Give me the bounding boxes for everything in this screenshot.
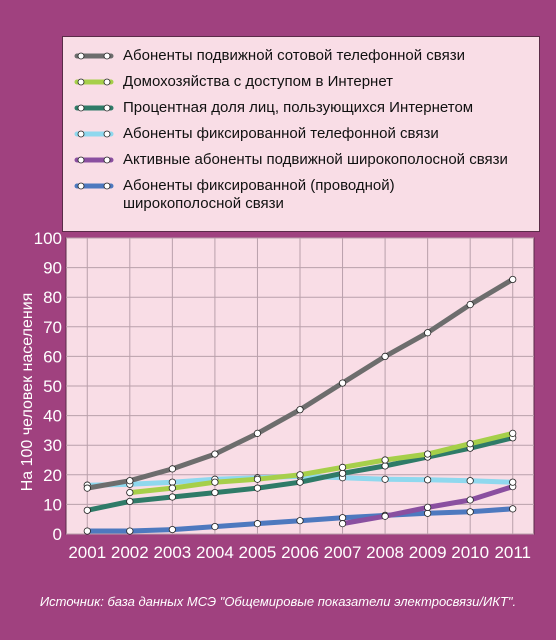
y-tick-label: 50 xyxy=(43,377,62,396)
data-point xyxy=(381,352,389,361)
data-point xyxy=(338,463,347,471)
data-point xyxy=(126,488,134,497)
y-tick-label: 80 xyxy=(43,288,62,307)
x-tick-label: 2004 xyxy=(196,543,234,562)
data-point xyxy=(296,517,304,525)
y-tick-label: 10 xyxy=(43,495,62,514)
series-line xyxy=(127,430,516,496)
y-tick-label: 0 xyxy=(53,525,62,544)
legend-swatch xyxy=(74,182,114,190)
data-point xyxy=(381,456,389,464)
data-point xyxy=(126,477,134,485)
y-tick-label: 100 xyxy=(34,232,62,248)
data-point xyxy=(424,509,432,517)
data-point xyxy=(466,440,474,448)
data-point xyxy=(168,484,176,492)
y-tick-label: 90 xyxy=(43,259,62,278)
data-point xyxy=(168,465,176,473)
data-point xyxy=(126,497,134,506)
data-point xyxy=(381,475,389,483)
legend-swatch xyxy=(74,52,114,60)
data-point xyxy=(381,512,389,520)
x-tick-label: 2011 xyxy=(494,543,531,562)
data-point xyxy=(211,450,219,458)
line-chart: 0 10 20 30 40 50 60 70 80 90 100 2001 2002 2003 2004 20… xyxy=(19,229,535,562)
x-tick-label: 2008 xyxy=(366,543,404,562)
data-point xyxy=(424,329,432,337)
data-point xyxy=(253,520,262,528)
data-point xyxy=(338,469,347,477)
data-point xyxy=(83,506,91,514)
data-point xyxy=(466,477,474,485)
data-point xyxy=(253,429,262,437)
data-point xyxy=(466,301,474,309)
data-point xyxy=(83,527,91,535)
legend-label: Процентная доля лиц, пользующихся Интерн… xyxy=(123,99,474,116)
data-point xyxy=(424,476,432,484)
legend-label: Абоненты фиксированной телефонной связи xyxy=(123,125,439,142)
y-axis-label: На 100 человек населения xyxy=(19,293,36,492)
legend-swatch xyxy=(74,130,114,138)
y-tick-label: 70 xyxy=(43,318,62,337)
data-point xyxy=(509,275,517,284)
data-point xyxy=(466,508,474,516)
data-point xyxy=(211,478,219,486)
data-point xyxy=(509,429,517,437)
data-point xyxy=(296,406,304,414)
data-point xyxy=(338,520,347,528)
data-point xyxy=(296,478,304,486)
legend-label: Абоненты подвижной сотовой телефонной св… xyxy=(123,47,465,64)
x-tick-label: 2009 xyxy=(409,543,447,562)
x-tick-label: 2007 xyxy=(324,543,362,562)
data-point xyxy=(466,496,474,504)
y-tick-label: 20 xyxy=(43,466,62,485)
legend-swatch xyxy=(74,156,114,164)
data-point xyxy=(253,484,262,492)
data-point xyxy=(168,525,176,534)
data-point xyxy=(338,379,347,387)
data-point xyxy=(83,484,91,492)
x-tick-label: 2002 xyxy=(111,543,149,562)
y-tick-label: 60 xyxy=(43,347,62,366)
plot-area: 0 10 20 30 40 50 60 70 80 90 100 2001 2002 2003 2004 20… xyxy=(0,229,556,572)
x-tick-label: 2005 xyxy=(239,543,277,562)
data-point xyxy=(126,527,134,535)
data-point xyxy=(296,471,304,479)
data-point xyxy=(168,493,176,501)
y-tick-label: 40 xyxy=(43,407,62,426)
legend-label: Домохозяйства с доступом в Интернет xyxy=(123,73,394,90)
data-point xyxy=(424,450,432,458)
legend: Абоненты подвижной сотовой телефонной св… xyxy=(62,36,540,232)
x-tick-label: 2003 xyxy=(153,543,191,562)
x-tick-label: 2010 xyxy=(451,543,489,562)
data-point xyxy=(424,503,432,511)
data-point xyxy=(509,478,517,486)
data-point xyxy=(509,505,517,513)
y-tick-label: 30 xyxy=(43,436,62,455)
legend-swatch xyxy=(74,78,114,86)
data-point xyxy=(211,488,219,497)
source-note: Источник: база данных МСЭ "Общемировые п… xyxy=(39,594,517,609)
data-point xyxy=(168,478,176,486)
x-tick-label: 2006 xyxy=(281,543,319,562)
x-tick-label: 2001 xyxy=(68,543,106,562)
data-point xyxy=(338,514,347,522)
data-point xyxy=(381,462,389,470)
legend-swatch xyxy=(74,104,114,112)
data-point xyxy=(253,475,262,483)
data-point xyxy=(211,522,219,531)
legend-label: Абоненты фиксированной (проводной) широк… xyxy=(123,177,395,212)
legend-label: Активные абоненты подвижной широкополосн… xyxy=(123,151,508,168)
